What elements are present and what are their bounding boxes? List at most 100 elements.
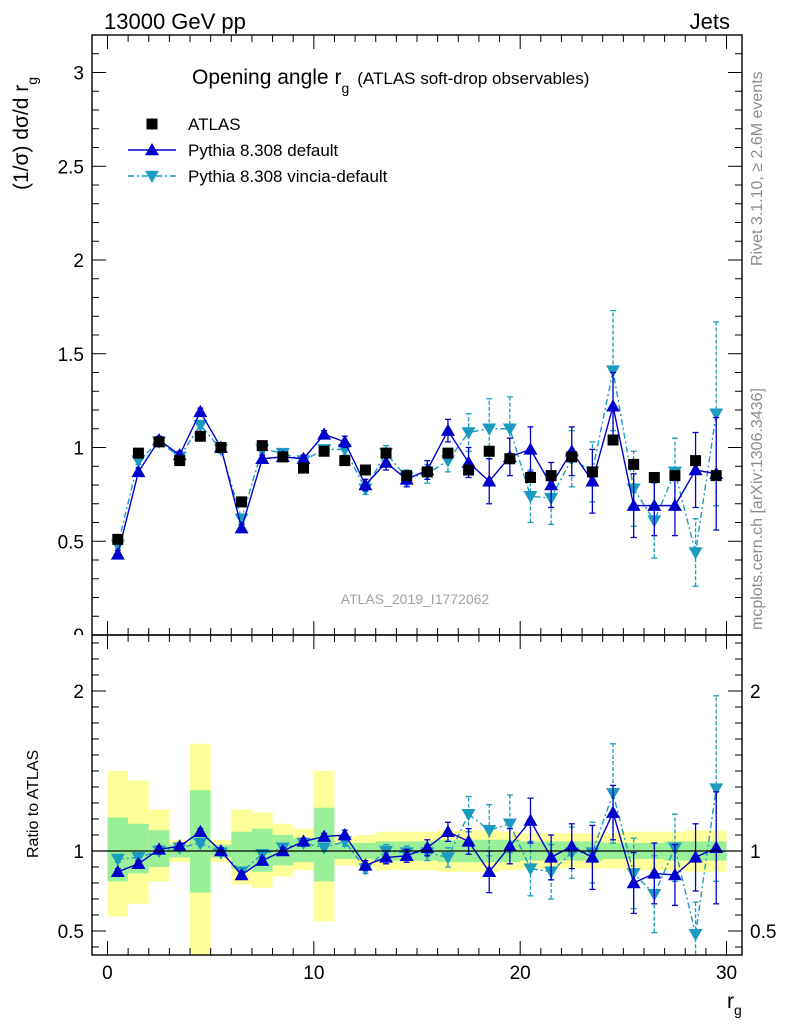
main-panel: 0.5 1 1.5 2 2.5 3 0 ATLAS Pythia 8.308 default P… (58, 34, 743, 647)
pythia-default-point (606, 399, 621, 412)
vincia-point (523, 491, 538, 504)
ratio-pythia-default-point (502, 839, 517, 852)
ratio-pythia-default-point (337, 828, 352, 841)
y-tick-label: 1.5 (58, 345, 84, 366)
ratio-pythia-default-point (420, 840, 435, 854)
vincia-point (606, 365, 621, 378)
atlas-point (421, 466, 433, 478)
plot-title-detail: (ATLAS soft-drop observables) (357, 69, 589, 88)
atlas-point (586, 466, 598, 478)
atlas-point (318, 445, 330, 457)
ratio-pythia-default-point (255, 853, 270, 866)
ratio-vincia-point (502, 818, 517, 831)
ratio-pythia-default-point (234, 868, 249, 881)
side-text-top: Rivet 3.1.10, ≥ 2.6M events (749, 71, 766, 266)
y-tick-label: 2.5 (58, 157, 84, 178)
pythia-default-point (688, 463, 703, 476)
atlas-point (112, 533, 124, 545)
plot-title-sub: g (341, 80, 349, 96)
atlas-point (174, 455, 186, 467)
vincia-point (461, 427, 476, 440)
x-tick-label: 10 (303, 963, 324, 984)
ratio-y-tick-label-left: 0.5 (58, 922, 84, 943)
atlas-point (545, 470, 557, 482)
atlas-point (442, 447, 454, 459)
ratio-pythia-default-point (564, 839, 579, 852)
ratio-pythia-default-point (440, 824, 455, 838)
ratio-xlabel-sub: g (734, 1002, 742, 1018)
atlas-point (628, 458, 640, 470)
atlas-point (339, 455, 351, 467)
plot-title-main: Opening angle r (192, 66, 341, 89)
plot-title: Opening angle rg (ATLAS soft-drop observa… (192, 66, 589, 96)
pythia-default-point (523, 442, 538, 455)
header-right: Jets (690, 9, 730, 34)
vincia-point (709, 408, 724, 421)
atlas-point (710, 470, 722, 482)
ratio-vincia-point (193, 837, 208, 850)
main-ylabel: (1/σ) dσ/d rg (10, 77, 40, 190)
ratio-y-tick-label-right: 2 (750, 682, 761, 703)
atlas-point (256, 440, 268, 452)
ratio-vincia-point (317, 842, 332, 855)
pythia-default-point (647, 498, 662, 511)
legend: ATLAS Pythia 8.308 default Pythia 8.308 vi… (128, 115, 388, 186)
ratio-pythia-default-point (172, 839, 187, 852)
ratio-pythia-default-point (523, 813, 538, 826)
pythia-default-point (626, 498, 641, 511)
atlas-point (236, 496, 248, 508)
x-tick-label: 0 (102, 963, 113, 984)
pythia-default-point (482, 474, 497, 487)
ratio-vincia-point (482, 824, 497, 838)
legend-label: Pythia 8.308 default (188, 141, 339, 160)
ratio-pythia-default-point (379, 850, 394, 863)
pythia-default-point (544, 478, 559, 491)
main-ylabel-text: (1/σ) dσ/d r (10, 85, 33, 190)
pythia-default-line (117, 406, 717, 555)
pythia-default-point (337, 434, 352, 448)
legend-marker (145, 170, 159, 183)
y-tick-label: 0.5 (58, 532, 84, 553)
atlas-point (359, 464, 371, 476)
pythia-default-point (440, 423, 455, 436)
vincia-point (482, 423, 497, 436)
ratio-pythia-default-point (275, 844, 290, 857)
ratio-y-tick-label-left: 2 (73, 682, 84, 703)
atlas-point (298, 462, 310, 474)
atlas-point (153, 436, 165, 448)
atlas-point (132, 447, 144, 459)
atlas-point (504, 453, 516, 465)
pythia-default-point (110, 547, 125, 560)
pythia-default-point (585, 474, 600, 487)
pythia-default-point (379, 455, 394, 468)
atlas-point (380, 447, 392, 459)
atlas-point (277, 451, 289, 463)
ratio-pythia-default-point (688, 850, 703, 863)
ratio-axes: 0 10 20 30 0.5 0.5 1 1 2 2 (58, 634, 776, 984)
ratio-pythia-default-point (358, 858, 373, 871)
band-inner (107, 817, 129, 882)
atlas-point (215, 442, 227, 453)
pythia-default-point (193, 404, 208, 418)
ratio-pythia-default-point (709, 840, 724, 854)
y-tick-label: 2 (73, 251, 84, 272)
ratio-series-layer (110, 695, 724, 955)
band-inner (231, 831, 252, 869)
ratio-pythia-default-point (399, 848, 414, 862)
pythia-default-point (358, 478, 373, 491)
pythia-default-point (255, 451, 270, 464)
legend-label: Pythia 8.308 vincia-default (188, 167, 388, 186)
ratio-pythia-default-point (296, 834, 311, 847)
ratio-panel: 0 10 20 30 0.5 0.5 1 1 2 2 (58, 634, 776, 984)
pythia-default-point (317, 427, 332, 440)
pythia-default-point (296, 451, 311, 464)
x-tick-label: 30 (716, 963, 737, 984)
y-tick-label-zero: 0 (73, 626, 84, 647)
atlas-point (524, 472, 536, 483)
ratio-frame (91, 634, 743, 956)
atlas-point (607, 434, 619, 446)
main-ylabel-sub: g (24, 77, 40, 85)
ratio-pythia-default-point (585, 850, 600, 863)
ratio-y-tick-label-left: 1 (73, 842, 84, 863)
ratio-xlabel-text: r (727, 990, 734, 1013)
